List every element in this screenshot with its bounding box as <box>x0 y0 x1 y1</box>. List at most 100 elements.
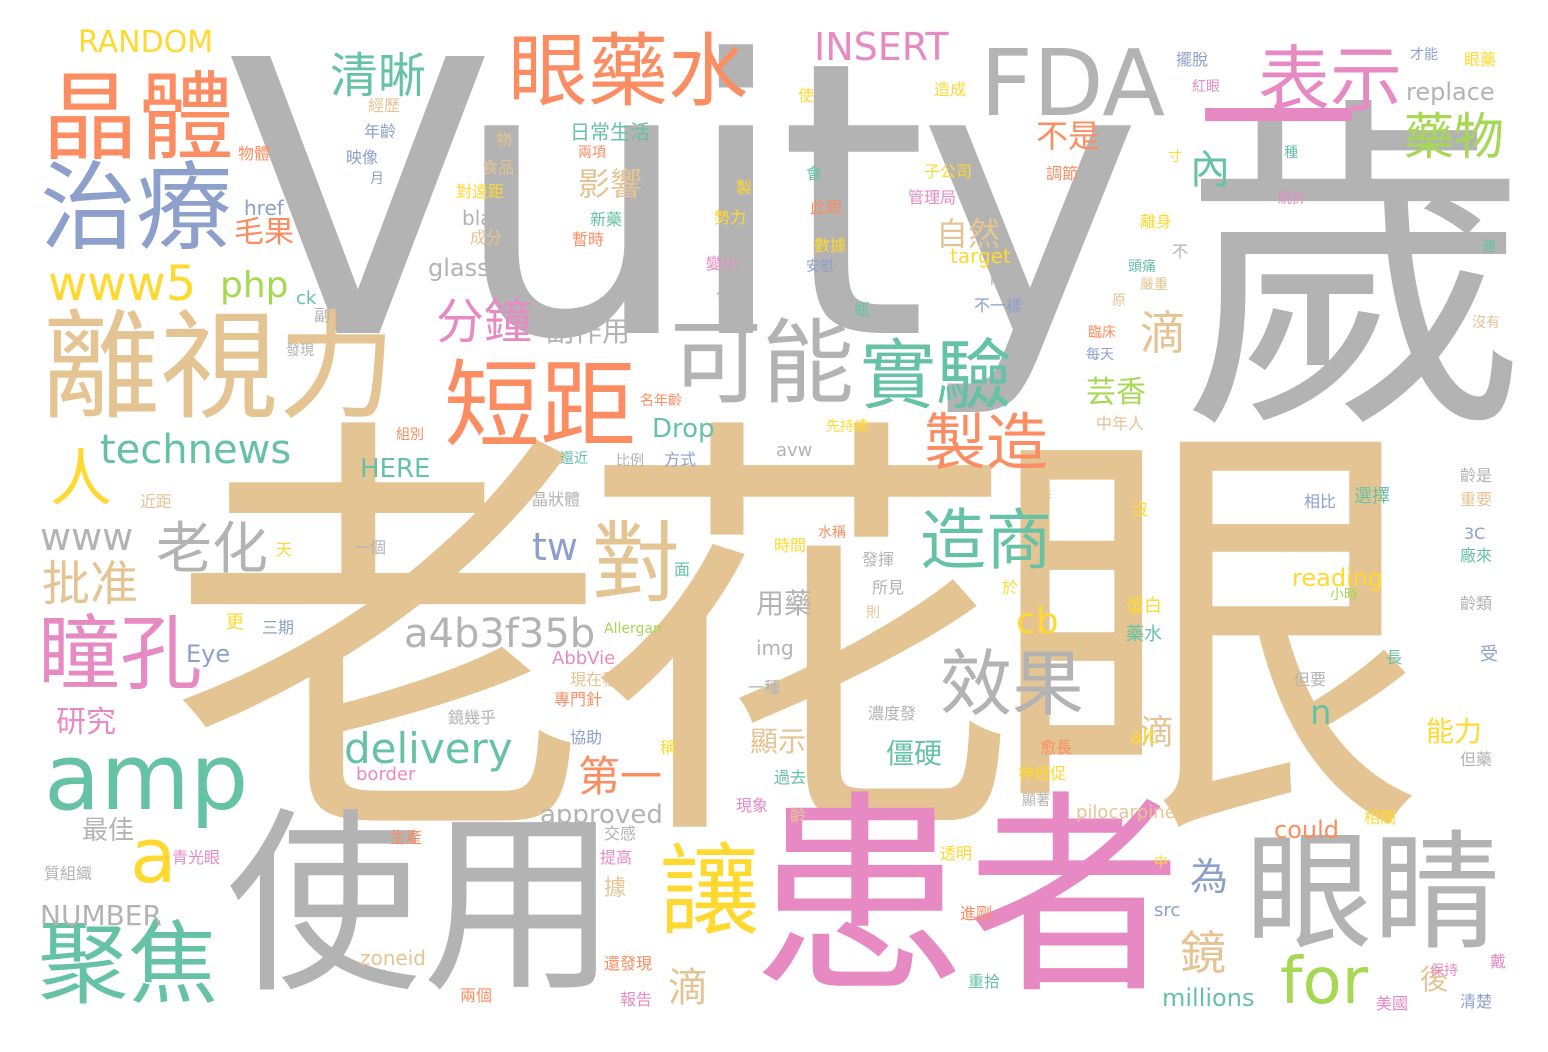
word: 包括 <box>716 289 744 305</box>
word: 讓 <box>642 838 759 938</box>
word: 美國 <box>1376 994 1409 1013</box>
word: 神經促 <box>1018 764 1067 783</box>
word: 子公司 <box>924 162 973 181</box>
word: 小時 <box>1330 587 1358 603</box>
word: 表示 <box>1258 38 1403 122</box>
word: reading <box>1292 564 1384 592</box>
word: 患者 <box>752 772 1182 1023</box>
word: php <box>220 265 289 306</box>
word: 所見 <box>872 578 905 597</box>
word: 近距 <box>140 492 173 511</box>
word: a4b3f35b <box>404 611 596 657</box>
word: alt <box>1130 724 1156 748</box>
word: 副作用 <box>546 315 631 348</box>
word: 種臉 <box>1470 183 1498 199</box>
word: 藥物 <box>1404 108 1504 166</box>
word: 製 <box>736 178 753 197</box>
word: blank <box>462 206 517 230</box>
word: 原 <box>1112 293 1126 309</box>
word: HERE <box>360 454 431 484</box>
word: 青光眼 <box>172 848 221 867</box>
word: 最佳 <box>82 816 135 846</box>
word: 選擇 <box>1354 486 1390 507</box>
word: 滴 <box>1140 306 1186 360</box>
word: delivery <box>344 724 513 773</box>
word: 藥水 <box>1126 624 1162 645</box>
word: 滴 <box>668 965 708 1011</box>
word: 過去 <box>774 768 807 787</box>
word: 連 <box>1482 239 1496 255</box>
word: 受 <box>1480 644 1498 665</box>
word: 不是 <box>1036 117 1101 155</box>
word: replace <box>1406 78 1495 106</box>
word: 物 <box>496 130 513 149</box>
word: 成分 <box>470 228 503 247</box>
word: 齡是 <box>1460 466 1493 485</box>
word: 於 <box>1002 578 1019 597</box>
word: 交感 <box>604 824 637 843</box>
word: 瓶 <box>854 300 871 319</box>
word: 3C <box>1464 524 1486 543</box>
word: 食品 <box>482 158 515 177</box>
word: 安慰 <box>806 259 834 275</box>
word: AbbVie <box>552 648 616 669</box>
word: could <box>1274 816 1339 844</box>
word: 作 <box>1036 486 1053 505</box>
word: amp <box>44 724 249 831</box>
word: 發揮 <box>862 550 895 569</box>
word: 擺脫 <box>1176 50 1209 69</box>
word: 面 <box>674 560 691 579</box>
word: 比例 <box>616 453 644 469</box>
word: 生產 <box>390 828 423 847</box>
word: 僵硬 <box>886 737 943 770</box>
word: n <box>1310 693 1332 733</box>
word: 嚴重 <box>1140 277 1168 293</box>
word: cb <box>1016 601 1059 642</box>
word: 副 <box>314 306 331 325</box>
word: 老花眼 <box>168 384 1428 896</box>
word: Allergan <box>604 621 662 637</box>
word: 晶體 <box>42 62 234 174</box>
word: 愈長 <box>1040 738 1073 757</box>
word: 顯示 <box>750 725 807 758</box>
word: 離視力 <box>42 298 397 436</box>
word: 變小 <box>706 254 739 273</box>
word: 經歷 <box>368 96 401 115</box>
word: 數據 <box>814 236 847 255</box>
word: 重要 <box>1460 490 1493 509</box>
word: 三期 <box>262 618 295 637</box>
word: 勢力 <box>714 208 747 227</box>
word: 芸香 <box>1086 375 1146 410</box>
word: 造商 <box>920 502 1052 579</box>
word: 影響 <box>578 165 643 203</box>
word: 自然 <box>936 215 1001 253</box>
word: 頭痛 <box>1128 259 1156 275</box>
word: Drop <box>652 414 715 444</box>
word: 眼藥水 <box>508 25 748 118</box>
word: 進剛 <box>960 904 993 923</box>
word: 鏡幾乎 <box>448 708 497 727</box>
word: zoneid <box>360 946 426 970</box>
word: glasses <box>428 254 517 282</box>
word: 實驗 <box>860 331 1012 420</box>
word: 兩個 <box>460 986 493 1005</box>
word: NUMBER <box>40 899 162 932</box>
word: technews <box>100 427 292 473</box>
word: 統計 <box>1278 191 1306 207</box>
word: 滴 <box>1140 713 1174 753</box>
word: src <box>1154 900 1181 921</box>
word: 管理局 <box>908 188 957 207</box>
word: 鏡 <box>1180 926 1226 980</box>
word: 暫時 <box>572 230 605 249</box>
word: 報告 <box>620 990 653 1009</box>
word: 對 <box>592 512 681 615</box>
word: RANDOM <box>78 25 214 60</box>
word: 眼藥 <box>1464 50 1497 69</box>
word: 名年齡 <box>640 393 682 409</box>
word: 現在種 <box>570 670 619 689</box>
word: 歲 <box>1180 69 1530 477</box>
word: 濃度發 <box>868 704 917 723</box>
word: ck <box>296 288 317 309</box>
word: 寸 <box>1168 149 1182 165</box>
word: 製造 <box>924 406 1049 479</box>
